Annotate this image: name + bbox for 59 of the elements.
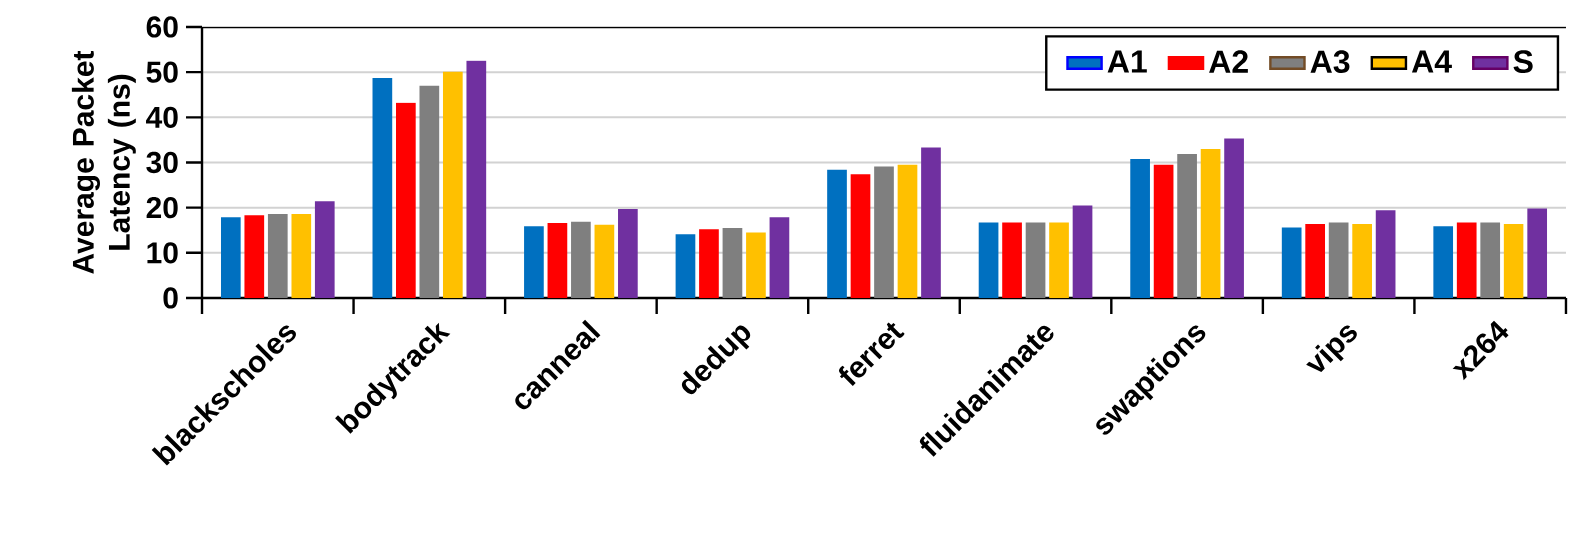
bar — [1503, 223, 1524, 298]
y-tick-label: 20 — [146, 197, 178, 219]
bar — [594, 224, 615, 298]
bar — [1456, 222, 1477, 298]
bar — [722, 227, 743, 298]
y-tick-label: 60 — [146, 16, 178, 38]
y-axis-title: Average Packet Latency (ns) — [71, 50, 136, 274]
x-tick-label: vips — [1306, 325, 1357, 373]
bar — [746, 232, 766, 298]
bar — [1375, 210, 1396, 298]
bar — [1200, 148, 1221, 298]
bar — [699, 229, 719, 298]
bar — [524, 226, 544, 298]
bar — [874, 166, 894, 298]
legend-label: S — [1513, 50, 1533, 73]
bar — [1130, 158, 1150, 298]
y-tick-label: 50 — [146, 61, 178, 83]
bar — [897, 164, 918, 298]
legend-label: A1 — [1107, 50, 1147, 73]
bar — [244, 215, 265, 298]
bar — [921, 147, 941, 298]
bar — [850, 174, 871, 298]
bar — [1025, 222, 1046, 298]
bar — [267, 213, 288, 298]
bar — [1002, 222, 1022, 298]
bar — [220, 217, 241, 298]
legend-label: A3 — [1310, 50, 1350, 74]
bar — [1177, 153, 1197, 298]
bar — [978, 222, 999, 298]
bar — [291, 213, 312, 298]
bar — [372, 78, 393, 298]
bar — [1072, 205, 1093, 298]
bar — [1527, 208, 1548, 298]
bar — [396, 102, 416, 298]
bar — [466, 60, 487, 298]
bar — [1328, 222, 1349, 298]
bar — [1153, 164, 1174, 298]
bar — [1049, 222, 1069, 298]
bar — [1224, 138, 1244, 298]
bar — [442, 71, 463, 298]
bar — [314, 201, 335, 298]
bar — [571, 221, 591, 298]
bar — [1352, 223, 1372, 298]
y-tick-label: 40 — [146, 106, 178, 128]
bar — [618, 209, 638, 298]
bar — [769, 217, 790, 298]
y-tick-label: 30 — [146, 151, 178, 174]
y-tick-label: 0 — [163, 287, 178, 309]
bar — [675, 234, 696, 298]
bar — [1305, 223, 1326, 298]
bar — [1433, 226, 1454, 298]
bar — [547, 223, 568, 298]
legend-label: A2 — [1209, 50, 1248, 73]
legend-label: A4 — [1411, 50, 1452, 73]
bar — [419, 85, 440, 298]
bar — [1480, 222, 1501, 298]
bar — [1281, 227, 1302, 298]
y-tick-label: 10 — [147, 242, 178, 264]
bar — [827, 169, 847, 298]
